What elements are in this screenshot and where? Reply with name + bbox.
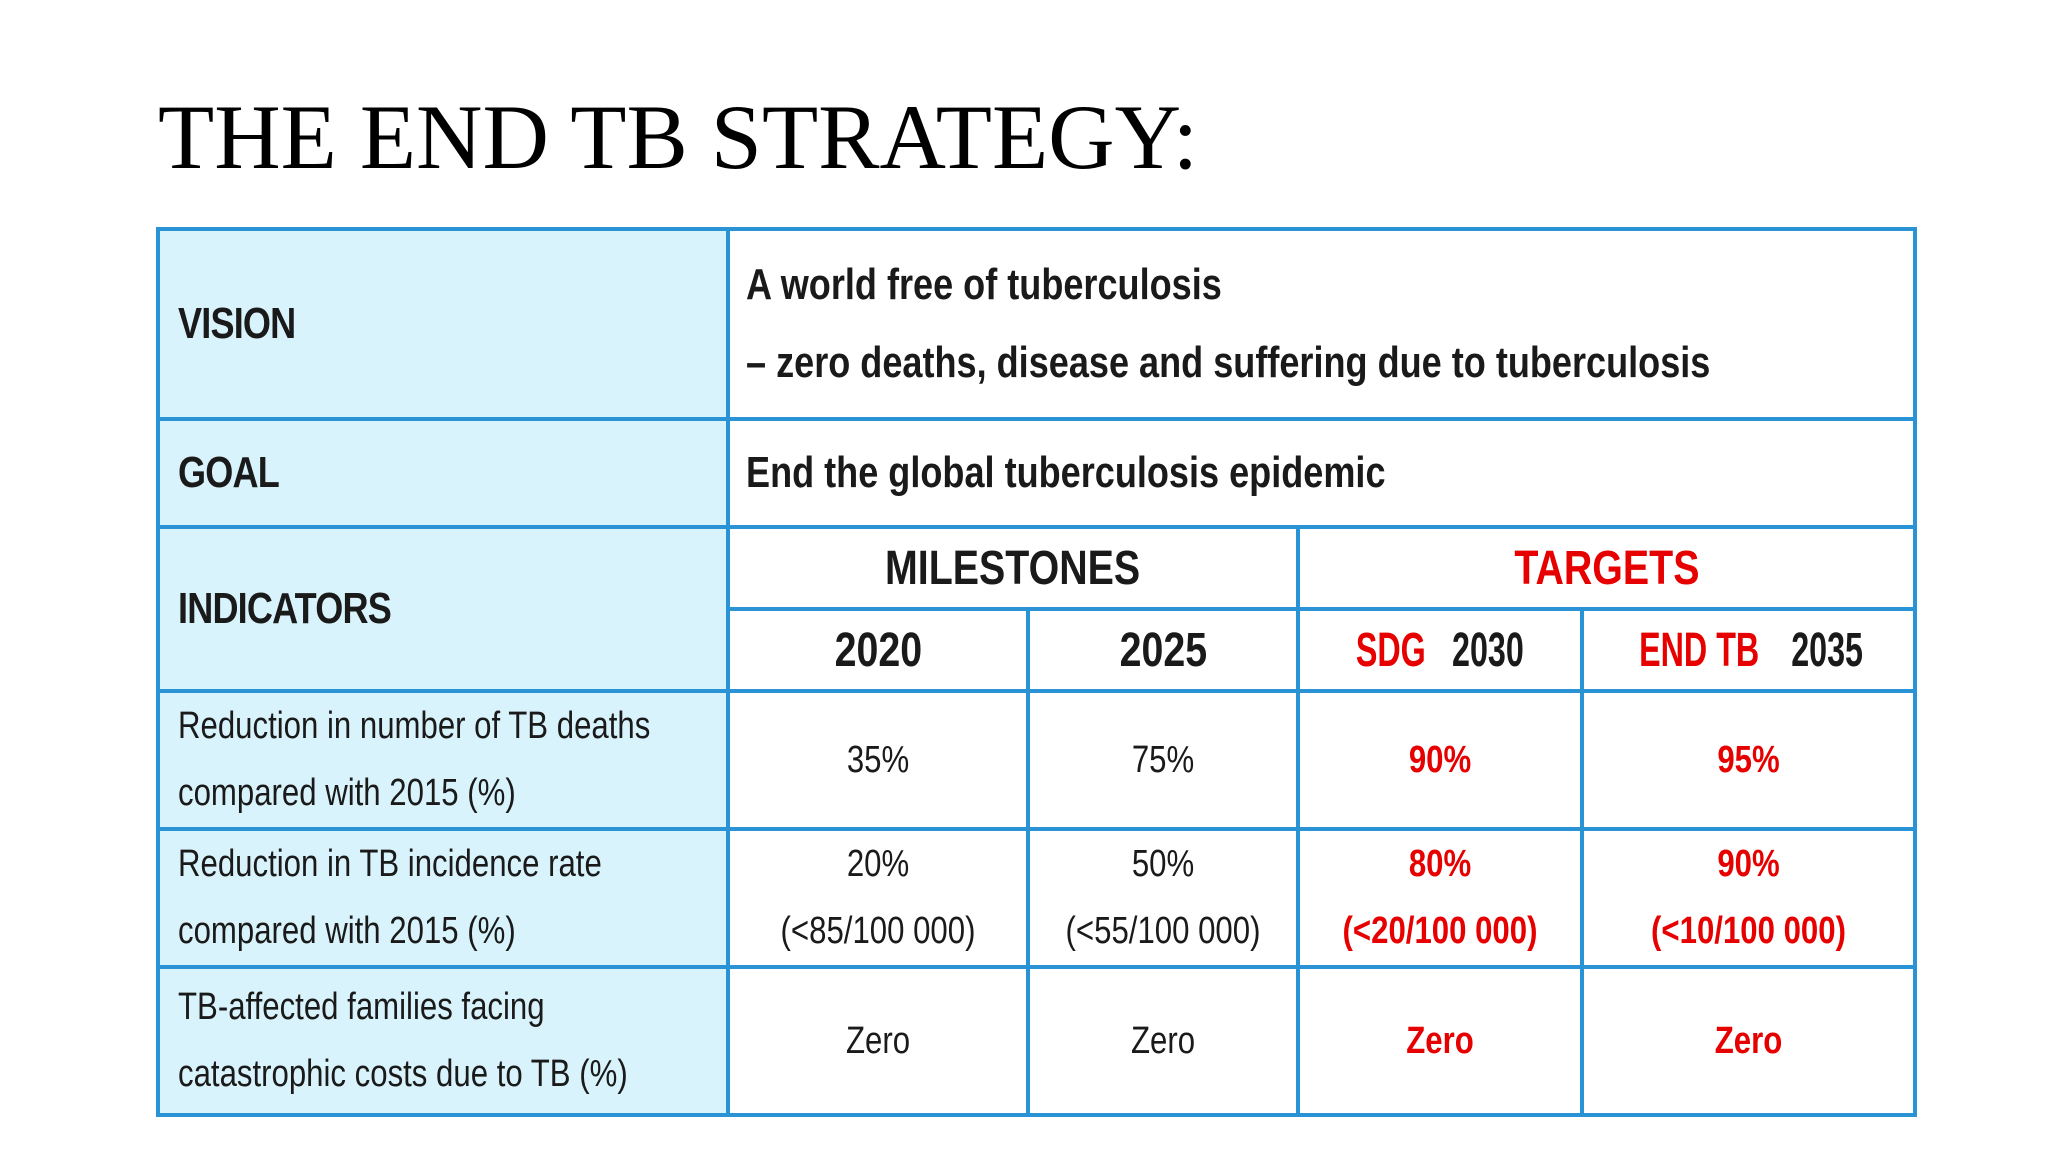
- costs-2030-cell: Zero: [1296, 965, 1584, 1117]
- indicator-line: catastrophic costs due to TB (%): [178, 1053, 628, 1095]
- milestones-header: MILESTONES: [726, 525, 1300, 611]
- table-row: TB-affected families facing catastrophic…: [156, 965, 1917, 1117]
- indicator-line: TB-affected families facing: [178, 986, 545, 1028]
- deaths-2020-cell: 35%: [726, 689, 1030, 831]
- target-rate-value: (<20/100 000): [1342, 910, 1538, 952]
- vision-label: VISION: [178, 299, 296, 348]
- goal-text: End the global tuberculosis epidemic: [746, 448, 1386, 497]
- target-value: 90%: [1717, 843, 1780, 885]
- milestones-label: MILESTONES: [885, 541, 1141, 595]
- year-2020-label: 2020: [834, 623, 922, 677]
- value: Zero: [845, 1019, 911, 1062]
- table-row: Reduction in TB incidence rate compared …: [156, 827, 1917, 969]
- vision-line-1: A world free of tuberculosis: [746, 260, 1222, 309]
- costs-2035-cell: Zero: [1580, 965, 1917, 1117]
- incidence-2035-cell: 90% (<10/100 000): [1580, 827, 1917, 969]
- end-tb-2035-header: END TB 2035: [1580, 607, 1917, 693]
- end-tb-year: 2035: [1791, 623, 1864, 677]
- indicators-header-row-2: 2020 2025 SDG 2030 END TB 2035: [158, 607, 1917, 693]
- sdg-2030-header: SDG 2030: [1296, 607, 1584, 693]
- value: 35%: [846, 738, 910, 781]
- targets-header: TARGETS: [1296, 525, 1917, 611]
- target-value: 95%: [1717, 738, 1780, 781]
- indicators-header-row-1: INDICATORS MILESTONES TARGETS: [156, 525, 1917, 693]
- indicator-line: Reduction in number of TB deaths: [178, 705, 651, 747]
- goal-label: GOAL: [178, 448, 280, 497]
- page-title: THE END TB STRATEGY:: [158, 86, 1199, 188]
- goal-label-cell: GOAL: [156, 417, 730, 529]
- vision-label-cell: VISION: [156, 227, 730, 421]
- target-value: 90%: [1408, 738, 1472, 781]
- incidence-2025-cell: 50% (<55/100 000): [1026, 827, 1300, 969]
- indicator-line: Reduction in TB incidence rate: [178, 843, 602, 885]
- target-rate-value: (<10/100 000): [1651, 910, 1846, 952]
- deaths-2035-cell: 95%: [1580, 689, 1917, 831]
- goal-row: GOAL End the global tuberculosis epidemi…: [156, 417, 1917, 529]
- table-row: Reduction in number of TB deaths compare…: [156, 689, 1917, 831]
- end-tb-prefix: END TB: [1639, 623, 1760, 677]
- targets-label: TARGETS: [1513, 541, 1700, 595]
- vision-text-cell: A world free of tuberculosis – zero deat…: [726, 227, 1917, 421]
- rate-value: (<85/100 000): [780, 910, 976, 952]
- value: Zero: [1130, 1019, 1196, 1062]
- incidence-2030-cell: 80% (<20/100 000): [1296, 827, 1584, 969]
- rate-value: (<55/100 000): [1065, 910, 1261, 952]
- indicators-label-cell: INDICATORS: [156, 525, 730, 693]
- indicator-cell-costs: TB-affected families facing catastrophic…: [156, 965, 730, 1117]
- indicator-cell-incidence: Reduction in TB incidence rate compared …: [156, 827, 730, 969]
- deaths-2030-cell: 90%: [1296, 689, 1584, 831]
- goal-text-cell: End the global tuberculosis epidemic: [726, 417, 1917, 529]
- deaths-2025-cell: 75%: [1026, 689, 1300, 831]
- costs-2020-cell: Zero: [726, 965, 1030, 1117]
- vision-row: VISION A world free of tuberculosis – ze…: [156, 227, 1917, 421]
- sdg-prefix: SDG: [1355, 623, 1426, 677]
- year-2020-header: 2020: [726, 607, 1030, 693]
- target-value: Zero: [1406, 1019, 1474, 1062]
- indicator-line: compared with 2015 (%): [178, 772, 516, 814]
- indicators-label: INDICATORS: [178, 584, 392, 633]
- year-2025-label: 2025: [1119, 623, 1207, 677]
- value: 50%: [1131, 843, 1195, 885]
- incidence-2020-cell: 20% (<85/100 000): [726, 827, 1030, 969]
- target-value: 80%: [1408, 843, 1472, 885]
- value: 20%: [846, 843, 910, 885]
- costs-2025-cell: Zero: [1026, 965, 1300, 1117]
- target-value: Zero: [1714, 1019, 1783, 1062]
- indicator-cell-deaths: Reduction in number of TB deaths compare…: [156, 689, 730, 831]
- vision-line-2: – zero deaths, disease and suffering due…: [746, 338, 1711, 387]
- end-tb-strategy-table: VISION A world free of tuberculosis – ze…: [156, 227, 1917, 1117]
- indicator-line: compared with 2015 (%): [178, 910, 516, 952]
- year-2025-header: 2025: [1026, 607, 1300, 693]
- value: 75%: [1131, 738, 1195, 781]
- sdg-year: 2030: [1452, 623, 1525, 677]
